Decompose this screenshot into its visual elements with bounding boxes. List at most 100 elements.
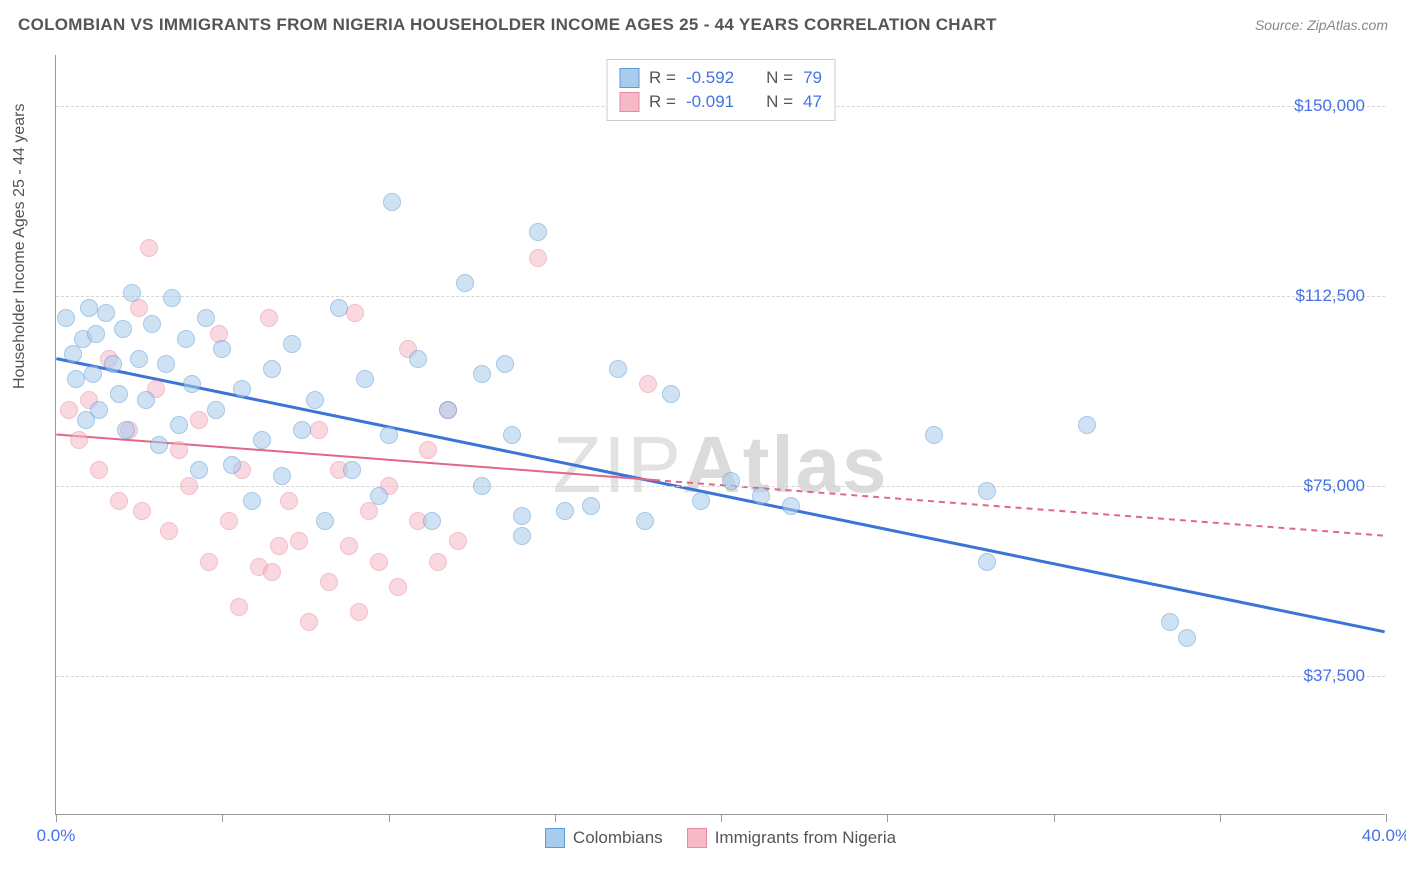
xtick bbox=[56, 814, 57, 822]
scatter-point-nigeria bbox=[190, 411, 208, 429]
scatter-point-colombians bbox=[439, 401, 457, 419]
scatter-point-colombians bbox=[84, 365, 102, 383]
scatter-point-colombians bbox=[143, 315, 161, 333]
series-legend: Colombians Immigrants from Nigeria bbox=[56, 828, 1385, 848]
scatter-point-colombians bbox=[423, 512, 441, 530]
xtick bbox=[1220, 814, 1221, 822]
scatter-point-colombians bbox=[383, 193, 401, 211]
swatch-nigeria bbox=[619, 92, 639, 112]
scatter-point-nigeria bbox=[70, 431, 88, 449]
scatter-point-nigeria bbox=[133, 502, 151, 520]
scatter-point-colombians bbox=[513, 507, 531, 525]
scatter-point-colombians bbox=[130, 350, 148, 368]
xtick bbox=[555, 814, 556, 822]
scatter-point-nigeria bbox=[230, 598, 248, 616]
scatter-point-colombians bbox=[213, 340, 231, 358]
scatter-point-colombians bbox=[692, 492, 710, 510]
scatter-point-colombians bbox=[306, 391, 324, 409]
scatter-point-colombians bbox=[925, 426, 943, 444]
scatter-point-nigeria bbox=[263, 563, 281, 581]
scatter-point-colombians bbox=[57, 309, 75, 327]
scatter-point-nigeria bbox=[346, 304, 364, 322]
chart-title: COLOMBIAN VS IMMIGRANTS FROM NIGERIA HOU… bbox=[18, 15, 997, 35]
scatter-point-colombians bbox=[114, 320, 132, 338]
y-axis-label: Householder Income Ages 25 - 44 years bbox=[11, 104, 29, 390]
scatter-point-colombians bbox=[722, 472, 740, 490]
xtick bbox=[887, 814, 888, 822]
scatter-point-colombians bbox=[409, 350, 427, 368]
scatter-point-colombians bbox=[163, 289, 181, 307]
scatter-point-colombians bbox=[170, 416, 188, 434]
source-label: Source: ZipAtlas.com bbox=[1255, 17, 1388, 33]
scatter-point-colombians bbox=[343, 461, 361, 479]
plot-area: ZIPAtlas R = -0.592 N = 79 R = -0.091 N … bbox=[55, 55, 1385, 815]
scatter-point-colombians bbox=[662, 385, 680, 403]
xtick-label: 40.0% bbox=[1362, 826, 1406, 846]
scatter-point-colombians bbox=[80, 299, 98, 317]
legend-item-colombians: Colombians bbox=[545, 828, 663, 848]
swatch-colombians-bottom bbox=[545, 828, 565, 848]
scatter-point-colombians bbox=[64, 345, 82, 363]
scatter-point-colombians bbox=[330, 299, 348, 317]
scatter-point-colombians bbox=[150, 436, 168, 454]
scatter-point-colombians bbox=[90, 401, 108, 419]
scatter-point-colombians bbox=[223, 456, 241, 474]
ytick-label: $112,500 bbox=[1295, 286, 1365, 306]
scatter-point-nigeria bbox=[639, 375, 657, 393]
scatter-point-nigeria bbox=[320, 573, 338, 591]
scatter-point-colombians bbox=[529, 223, 547, 241]
scatter-point-nigeria bbox=[340, 537, 358, 555]
scatter-point-colombians bbox=[97, 304, 115, 322]
scatter-point-colombians bbox=[104, 355, 122, 373]
swatch-nigeria-bottom bbox=[687, 828, 707, 848]
scatter-point-colombians bbox=[782, 497, 800, 515]
scatter-point-colombians bbox=[263, 360, 281, 378]
legend-item-nigeria: Immigrants from Nigeria bbox=[687, 828, 896, 848]
xtick bbox=[1054, 814, 1055, 822]
xtick bbox=[1386, 814, 1387, 822]
scatter-point-nigeria bbox=[140, 239, 158, 257]
xtick bbox=[721, 814, 722, 822]
n-value-nigeria: 47 bbox=[803, 92, 822, 112]
xtick-label: 0.0% bbox=[37, 826, 76, 846]
scatter-point-nigeria bbox=[350, 603, 368, 621]
scatter-point-nigeria bbox=[429, 553, 447, 571]
scatter-point-colombians bbox=[157, 355, 175, 373]
scatter-point-nigeria bbox=[270, 537, 288, 555]
n-label: N = bbox=[766, 92, 793, 112]
scatter-point-colombians bbox=[183, 375, 201, 393]
scatter-point-colombians bbox=[496, 355, 514, 373]
scatter-point-nigeria bbox=[160, 522, 178, 540]
scatter-point-nigeria bbox=[220, 512, 238, 530]
scatter-point-nigeria bbox=[280, 492, 298, 510]
watermark: ZIPAtlas bbox=[552, 419, 888, 511]
scatter-point-colombians bbox=[190, 461, 208, 479]
scatter-point-colombians bbox=[1078, 416, 1096, 434]
scatter-point-colombians bbox=[978, 482, 996, 500]
scatter-point-colombians bbox=[273, 467, 291, 485]
scatter-point-colombians bbox=[978, 553, 996, 571]
scatter-point-colombians bbox=[456, 274, 474, 292]
scatter-point-nigeria bbox=[290, 532, 308, 550]
scatter-point-nigeria bbox=[310, 421, 328, 439]
ytick-label: $75,000 bbox=[1304, 476, 1365, 496]
ytick-label: $150,000 bbox=[1294, 96, 1365, 116]
scatter-point-colombians bbox=[752, 487, 770, 505]
scatter-point-colombians bbox=[233, 380, 251, 398]
scatter-point-colombians bbox=[513, 527, 531, 545]
gridline bbox=[56, 676, 1385, 677]
r-value-colombians: -0.592 bbox=[686, 68, 734, 88]
scatter-point-nigeria bbox=[90, 461, 108, 479]
scatter-point-colombians bbox=[197, 309, 215, 327]
scatter-point-colombians bbox=[283, 335, 301, 353]
scatter-point-colombians bbox=[370, 487, 388, 505]
scatter-point-nigeria bbox=[110, 492, 128, 510]
scatter-point-colombians bbox=[177, 330, 195, 348]
scatter-point-nigeria bbox=[60, 401, 78, 419]
scatter-point-colombians bbox=[1161, 613, 1179, 631]
scatter-point-nigeria bbox=[389, 578, 407, 596]
ytick-label: $37,500 bbox=[1304, 666, 1365, 686]
scatter-point-nigeria bbox=[170, 441, 188, 459]
n-value-colombians: 79 bbox=[803, 68, 822, 88]
scatter-point-colombians bbox=[380, 426, 398, 444]
